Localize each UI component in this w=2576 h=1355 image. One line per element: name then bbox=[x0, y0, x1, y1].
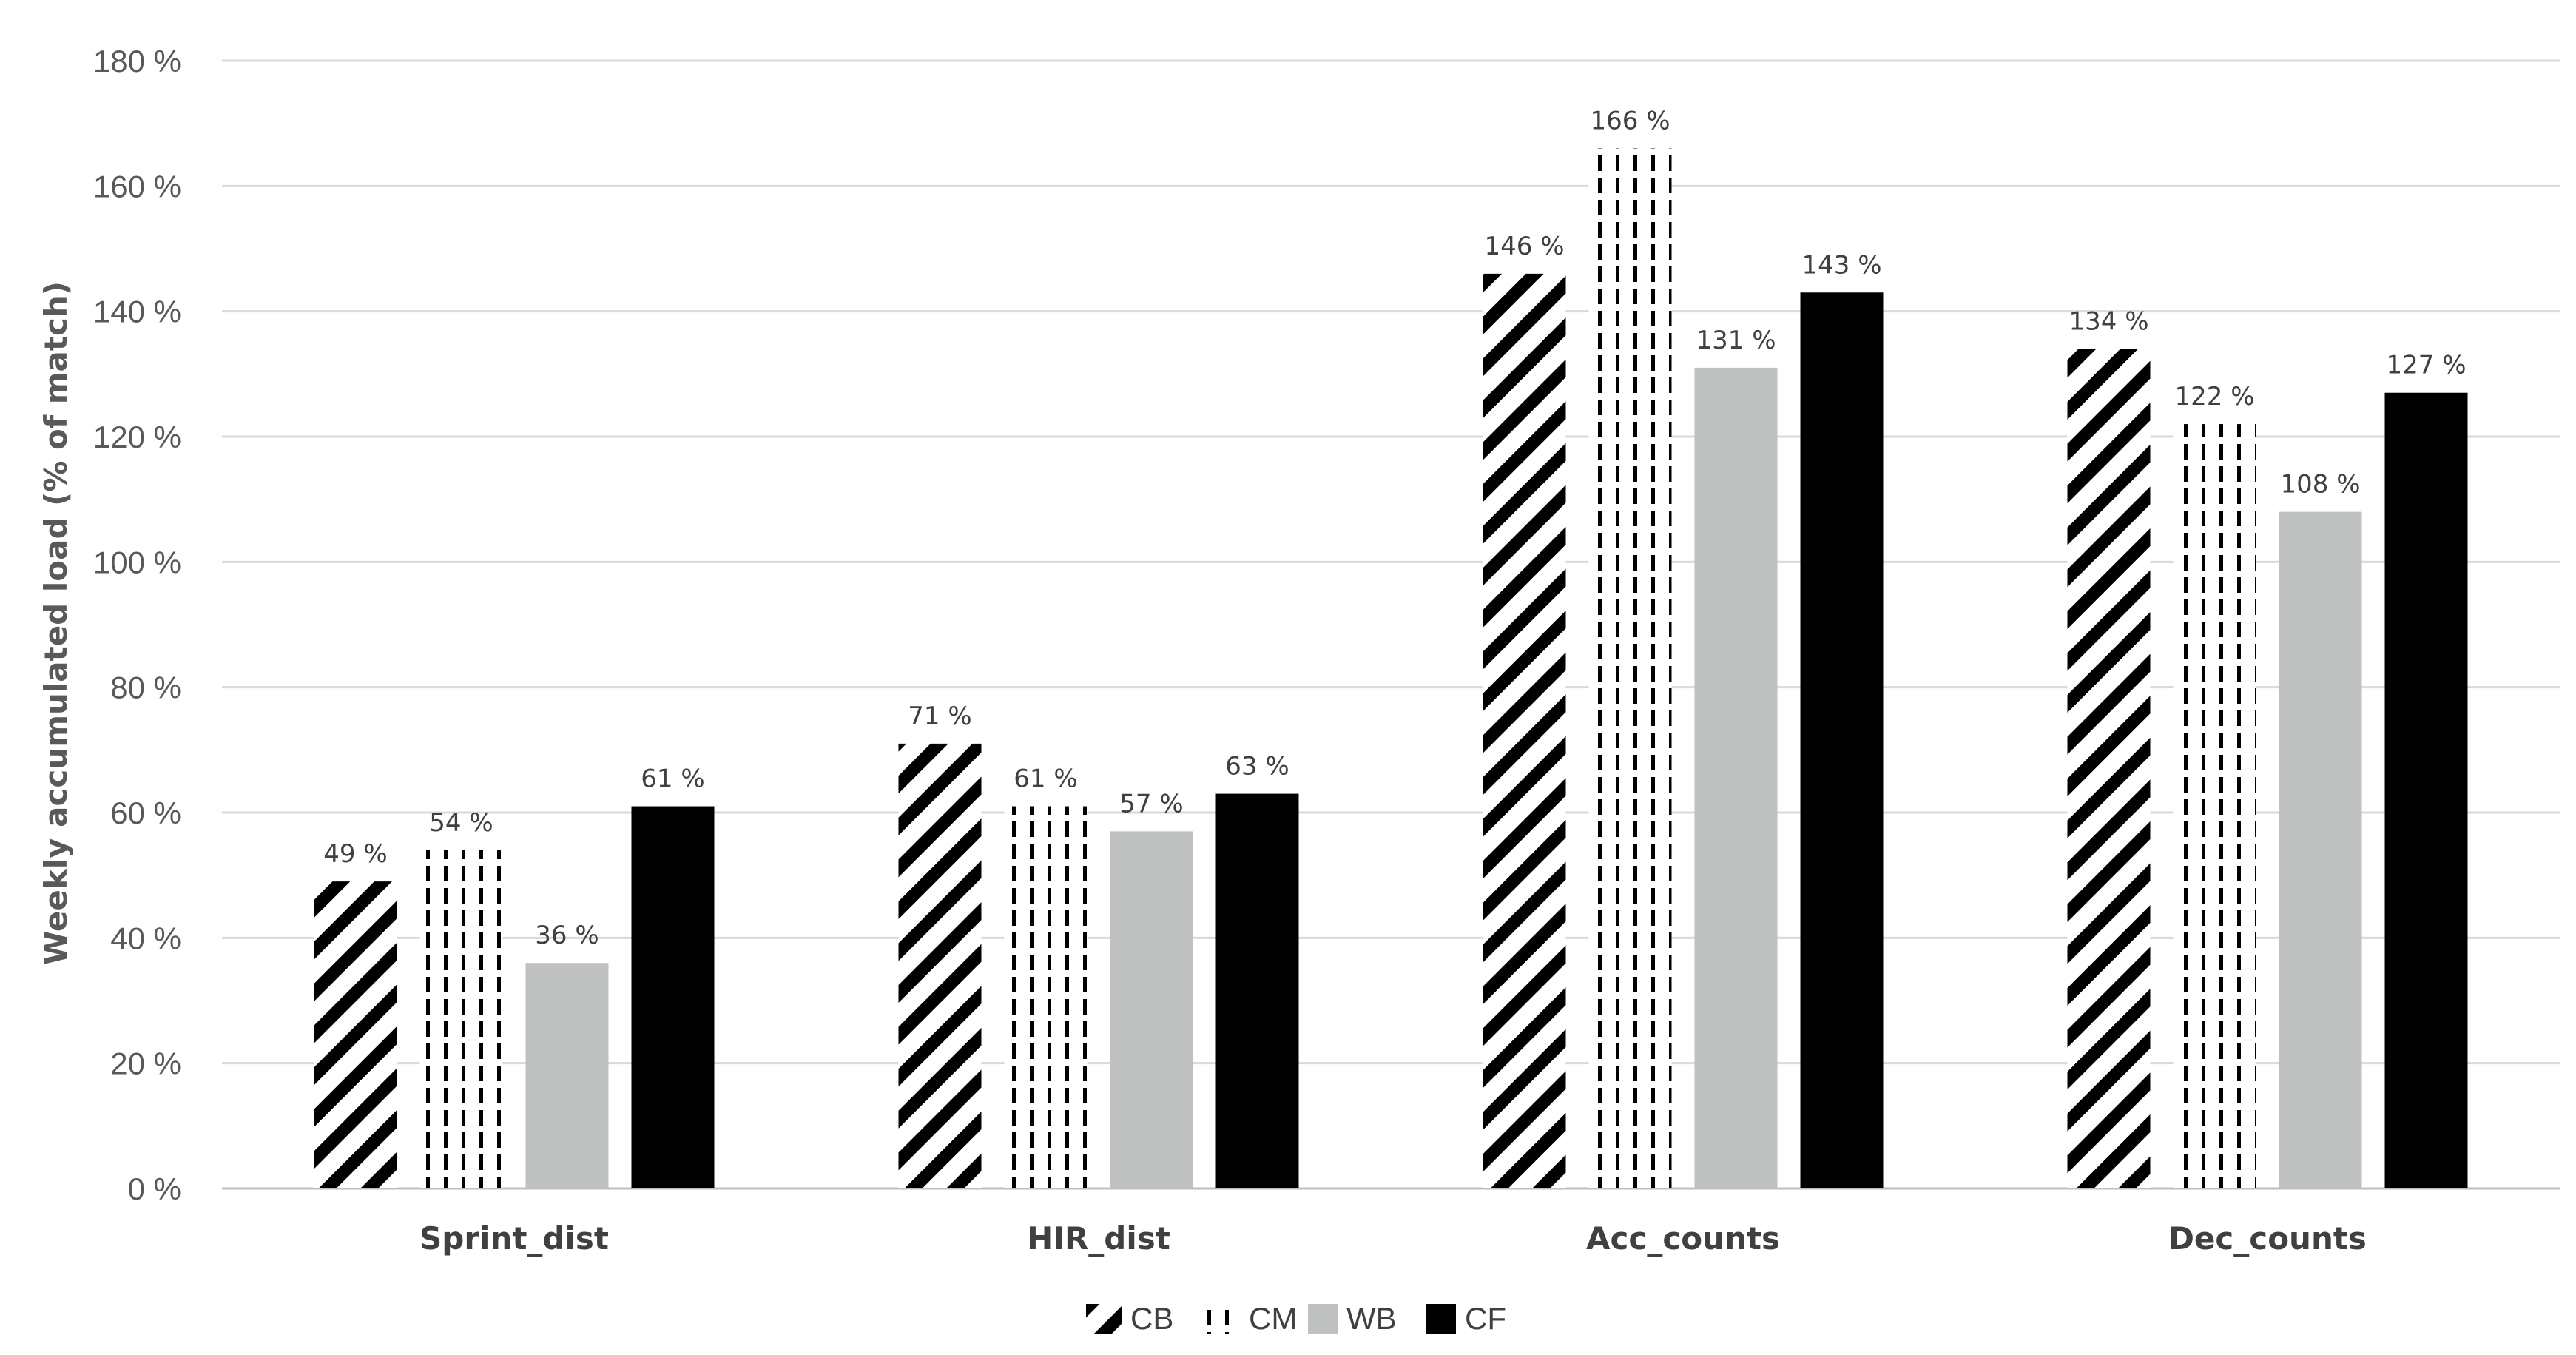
y-tick-label: 160 % bbox=[93, 169, 181, 204]
legend-label: CF bbox=[1465, 1301, 1506, 1336]
data-label: 71 % bbox=[908, 702, 971, 731]
x-category-label: Sprint_dist bbox=[419, 1220, 609, 1257]
legend-swatch bbox=[1426, 1304, 1456, 1334]
legend-item-wb: WB bbox=[1308, 1301, 1397, 1336]
bars bbox=[314, 148, 2468, 1189]
gridlines bbox=[222, 59, 2560, 1190]
bar-wb-dec-counts bbox=[2279, 511, 2362, 1188]
y-tick-label: 140 % bbox=[93, 295, 181, 329]
y-tick-label: 20 % bbox=[110, 1046, 181, 1081]
y-tick-label: 80 % bbox=[110, 670, 181, 705]
y-tick-label: 100 % bbox=[93, 545, 181, 579]
data-label: 143 % bbox=[1801, 250, 1881, 280]
legend-label: CB bbox=[1130, 1301, 1173, 1336]
y-tick-label: 60 % bbox=[110, 796, 181, 830]
data-label: 122 % bbox=[2174, 382, 2254, 411]
bar-cb-hir-dist bbox=[898, 743, 982, 1188]
bar-wb-sprint-dist bbox=[525, 963, 609, 1188]
x-category-label: Dec_counts bbox=[2168, 1220, 2367, 1257]
bar-wb-hir-dist bbox=[1110, 831, 1193, 1188]
bar-cb-dec-counts bbox=[2067, 349, 2151, 1188]
bar-cm-sprint-dist bbox=[419, 850, 503, 1188]
bar-cf-hir-dist bbox=[1215, 793, 1299, 1188]
y-tick-label: 0 % bbox=[128, 1171, 181, 1206]
x-axis-categories: Sprint_dist HIR_dist Acc_counts Dec_counts bbox=[419, 1220, 2367, 1257]
data-label: 61 % bbox=[641, 764, 704, 794]
legend-swatch bbox=[1086, 1304, 1122, 1334]
x-category-label: HIR_dist bbox=[1027, 1220, 1170, 1257]
data-label: 63 % bbox=[1225, 752, 1289, 781]
bar-cf-acc-counts bbox=[1800, 292, 1884, 1189]
data-label: 127 % bbox=[2386, 351, 2466, 380]
bar-cb-acc-counts bbox=[1483, 273, 1566, 1188]
legend-label: WB bbox=[1346, 1301, 1397, 1336]
legend-item-cb: CB bbox=[1086, 1301, 1173, 1336]
bar-wb-acc-counts bbox=[1694, 367, 1778, 1188]
data-label: 36 % bbox=[535, 921, 599, 950]
y-tick-label: 40 % bbox=[110, 921, 181, 955]
bar-cm-dec-counts bbox=[2173, 424, 2256, 1188]
y-tick-label: 120 % bbox=[93, 420, 181, 454]
legend-swatch bbox=[1204, 1304, 1240, 1334]
bar-cm-hir-dist bbox=[1004, 806, 1088, 1188]
legend-swatch bbox=[1308, 1304, 1338, 1334]
legend-label: CM bbox=[1249, 1301, 1297, 1336]
bar-cf-sprint-dist bbox=[631, 806, 715, 1188]
legend-item-cm: CM bbox=[1204, 1301, 1297, 1336]
data-label: 61 % bbox=[1014, 764, 1077, 794]
y-tick-label: 180 % bbox=[93, 44, 181, 78]
data-label: 146 % bbox=[1484, 232, 1564, 261]
data-labels: 49 % 54 % 36 % 61 % 71 % 61 % 57 % 63 % 146 % 166… bbox=[323, 107, 2466, 951]
x-category-label: Acc_counts bbox=[1586, 1220, 1780, 1257]
y-axis-ticks: 0 % 20 % 40 % 60 % 80 % 100 % 120 % 140 % 160 % 1… bbox=[93, 44, 181, 1206]
bar-cb-sprint-dist bbox=[314, 881, 397, 1188]
data-label: 131 % bbox=[1696, 326, 1776, 355]
data-label: 134 % bbox=[2068, 306, 2148, 336]
data-label: 166 % bbox=[1590, 107, 1670, 136]
data-label: 57 % bbox=[1119, 789, 1183, 818]
data-label: 108 % bbox=[2280, 470, 2360, 500]
legend: CB CM WB CF bbox=[1086, 1301, 1506, 1336]
bar-cf-dec-counts bbox=[2384, 392, 2468, 1188]
data-label: 54 % bbox=[429, 808, 493, 838]
data-label: 49 % bbox=[323, 839, 387, 869]
bar-cm-acc-counts bbox=[1588, 148, 1672, 1189]
legend-item-cf: CF bbox=[1426, 1301, 1506, 1336]
y-axis-title: Weekly accumulated load (% of match) bbox=[38, 281, 74, 965]
